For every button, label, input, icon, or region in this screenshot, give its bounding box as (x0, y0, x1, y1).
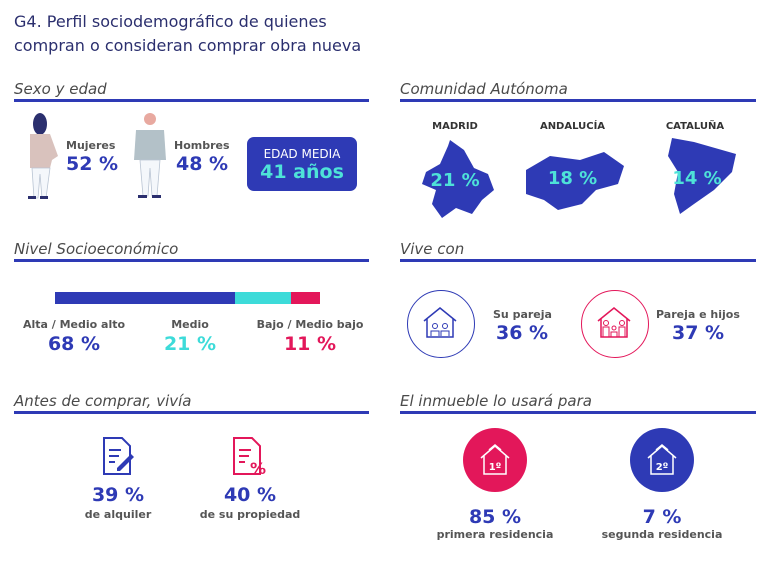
house-first-icon: 1º (480, 444, 510, 475)
hombres-label: Hombres (174, 139, 230, 152)
house-second-icon: 2º (647, 444, 677, 475)
antes-alquiler-value: 39 % (91, 484, 145, 506)
vive-pareja-circle (407, 290, 475, 358)
madrid-map-icon (422, 140, 494, 218)
uso-segunda-label: segunda residencia (601, 528, 723, 541)
woman-figure-icon (28, 113, 58, 199)
uso-primera-circle: 1º (463, 428, 527, 492)
section-heading-comunidad: Comunidad Autónoma (400, 80, 756, 102)
nivel-value-alta: 68 % (47, 333, 101, 355)
svg-text:%: % (250, 459, 266, 476)
uso-primera-label: primera residencia (436, 528, 554, 541)
section-heading-nivel: Nivel Socioeconómico (14, 240, 369, 262)
mujeres-label: Mujeres (66, 139, 116, 152)
contract-document-icon (103, 437, 134, 475)
nivel-bar-segment-1 (235, 292, 291, 304)
mujeres-value: 52 % (66, 153, 119, 175)
uso-segunda-badge: 2º (656, 462, 669, 473)
percent-document-icon: % (233, 437, 266, 476)
map-value-cataluna: 14 % (672, 168, 722, 189)
andalucia-map-icon (526, 152, 624, 210)
house-couple-icon (423, 307, 457, 338)
section-heading-antes: Antes de comprar, vivía (14, 392, 369, 414)
uso-segunda-circle: 2º (630, 428, 694, 492)
nivel-bar-segment-0 (55, 292, 236, 304)
map-value-madrid: 21 % (430, 170, 480, 191)
map-label-cataluna: CATALUÑA (665, 121, 725, 132)
vive-pareja-label: Su pareja (493, 308, 552, 321)
antes-propiedad-label: de su propiedad (199, 508, 301, 521)
cataluna-map-icon (668, 138, 736, 214)
nivel-stacked-bar (55, 292, 320, 304)
nivel-label-medio: Medio (171, 318, 209, 331)
section-heading-uso: El inmueble lo usará para (400, 392, 756, 414)
vive-familia-label: Pareja e hijos (656, 308, 740, 321)
uso-segunda-value: 7 % (642, 506, 682, 528)
nivel-bar-segment-2 (290, 292, 320, 304)
vive-familia-value: 37 % (672, 322, 725, 344)
section-heading-sexo: Sexo y edad (14, 80, 369, 102)
man-figure-icon (134, 113, 166, 198)
map-label-andalucia: ANDALUCÍA (539, 121, 606, 132)
vive-familia-circle (581, 290, 649, 358)
uso-primera-badge: 1º (489, 462, 502, 473)
vive-pareja-value: 36 % (496, 322, 549, 344)
nivel-label-alta: Alta / Medio alto (22, 318, 126, 331)
hombres-value: 48 % (176, 153, 229, 175)
map-label-madrid: MADRID (432, 121, 478, 132)
nivel-label-bajo: Bajo / Medio bajo (256, 318, 364, 331)
uso-primera-value: 85 % (468, 506, 522, 528)
edad-media-box: EDAD MEDIA 41 años (247, 137, 357, 191)
house-family-icon (597, 307, 631, 338)
nivel-value-bajo: 11 % (283, 333, 337, 355)
antes-alquiler-label: de alquiler (84, 508, 152, 521)
antes-propiedad-value: 40 % (223, 484, 277, 506)
nivel-value-medio: 21 % (163, 333, 217, 355)
page-title: G4. Perfil sociodemográfico de quienes co… (14, 12, 362, 55)
section-heading-vive: Vive con (400, 240, 756, 262)
map-value-andalucia: 18 % (547, 168, 598, 189)
